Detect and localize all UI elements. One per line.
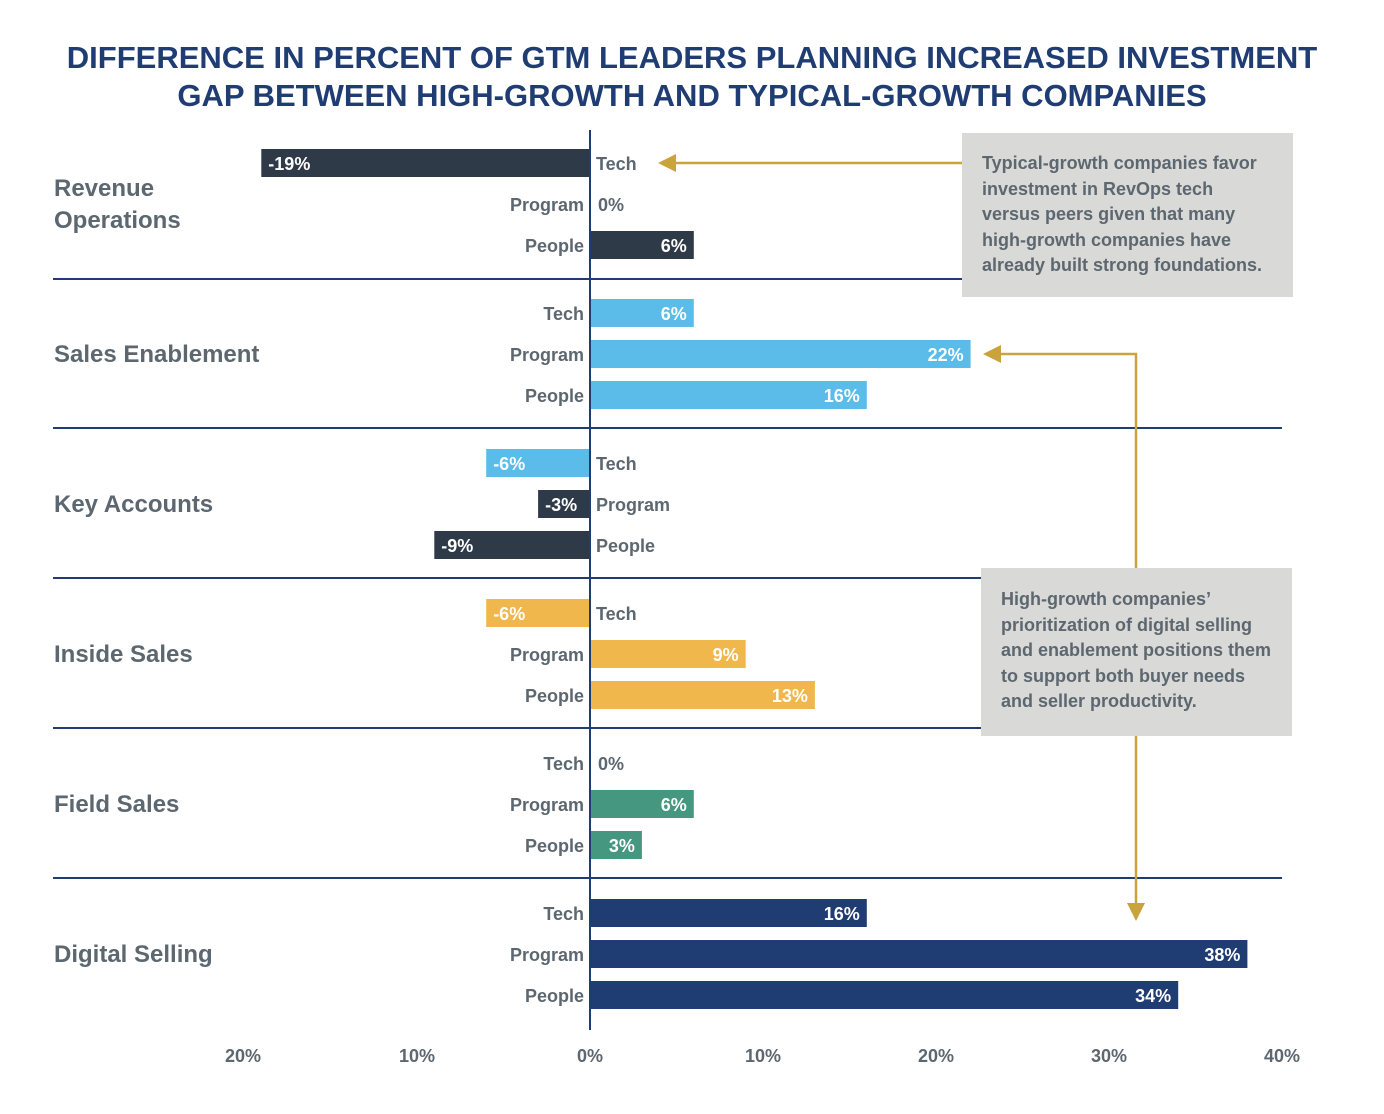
annotation-revops: Typical-growth companies favor investmen…	[962, 133, 1293, 297]
category-label-sales-enablement-program: Program	[510, 345, 584, 365]
x-tick-label: 0%	[577, 1046, 603, 1066]
category-label-sales-enablement-tech: Tech	[543, 304, 584, 324]
bar-digital-selling-people	[590, 981, 1179, 1009]
value-label-revenue-operations-people: 6%	[661, 236, 687, 256]
x-tick-label: 40%	[1264, 1046, 1300, 1066]
group-label-digital-selling: Digital Selling	[54, 941, 213, 968]
bar-key-accounts-tech	[486, 449, 590, 477]
x-tick-label: 20%	[918, 1046, 954, 1066]
bar-key-accounts-program	[538, 490, 590, 518]
x-tick-label: 20%	[225, 1046, 261, 1066]
group-label-key-accounts: Key Accounts	[54, 491, 213, 518]
value-label-sales-enablement-people: 16%	[824, 386, 860, 406]
bar-revenue-operations-tech	[261, 149, 590, 177]
value-label-key-accounts-tech: -6%	[493, 454, 525, 474]
category-label-revenue-operations-tech: Tech	[596, 154, 637, 174]
arrow-head-revops	[658, 154, 676, 172]
category-label-digital-selling-tech: Tech	[543, 904, 584, 924]
chart-title-line-2: GAP BETWEEN HIGH-GROWTH AND TYPICAL-GROW…	[177, 78, 1207, 113]
value-label-digital-selling-people: 34%	[1135, 986, 1171, 1006]
value-label-inside-sales-program: 9%	[713, 645, 739, 665]
bar-inside-sales-tech	[486, 599, 590, 627]
category-label-field-sales-tech: Tech	[543, 754, 584, 774]
value-label-revenue-operations-program: 0%	[598, 195, 624, 215]
value-label-revenue-operations-tech: -19%	[268, 154, 310, 174]
arrow-head-digital	[1127, 903, 1145, 921]
category-label-key-accounts-tech: Tech	[596, 454, 637, 474]
bar-digital-selling-program	[590, 940, 1248, 968]
group-label-revenue-operations: Revenue Operations	[54, 175, 181, 234]
category-label-digital-selling-program: Program	[510, 945, 584, 965]
category-label-key-accounts-program: Program	[596, 495, 670, 515]
bar-digital-selling-tech	[590, 899, 867, 927]
bar-sales-enablement-program	[590, 340, 971, 368]
chart-title-line-1: DIFFERENCE IN PERCENT OF GTM LEADERS PLA…	[66, 40, 1318, 75]
category-label-inside-sales-tech: Tech	[596, 604, 637, 624]
value-label-digital-selling-program: 38%	[1204, 945, 1240, 965]
bar-key-accounts-people	[434, 531, 590, 559]
bar-sales-enablement-tech	[590, 299, 694, 327]
value-label-key-accounts-people: -9%	[441, 536, 473, 556]
category-label-digital-selling-people: People	[525, 986, 584, 1006]
group-label-inside-sales: Inside Sales	[54, 641, 193, 668]
value-label-inside-sales-tech: -6%	[493, 604, 525, 624]
x-tick-label: 30%	[1091, 1046, 1127, 1066]
x-tick-label: 10%	[399, 1046, 435, 1066]
category-label-inside-sales-program: Program	[510, 645, 584, 665]
value-label-field-sales-people: 3%	[609, 836, 635, 856]
value-label-inside-sales-people: 13%	[772, 686, 808, 706]
category-label-inside-sales-people: People	[525, 686, 584, 706]
value-label-sales-enablement-program: 22%	[928, 345, 964, 365]
bar-inside-sales-people	[590, 681, 815, 709]
value-label-sales-enablement-tech: 6%	[661, 304, 687, 324]
group-label-field-sales: Field Sales	[54, 791, 179, 818]
bar-field-sales-people	[590, 831, 642, 859]
arrow-line-enablement	[1000, 352, 1138, 568]
value-label-key-accounts-program: -3%	[545, 495, 577, 515]
bar-inside-sales-program	[590, 640, 746, 668]
category-label-key-accounts-people: People	[596, 536, 655, 556]
arrow-head-enablement	[983, 345, 1001, 363]
value-label-field-sales-tech: 0%	[598, 754, 624, 774]
group-label-sales-enablement: Sales Enablement	[54, 341, 259, 368]
x-tick-label: 10%	[745, 1046, 781, 1066]
bar-field-sales-program	[590, 790, 694, 818]
value-label-field-sales-program: 6%	[661, 795, 687, 815]
annotation-digital-selling: High-growth companies’ prioritization of…	[981, 568, 1292, 736]
value-label-digital-selling-tech: 16%	[824, 904, 860, 924]
category-label-sales-enablement-people: People	[525, 386, 584, 406]
category-label-field-sales-people: People	[525, 836, 584, 856]
category-label-revenue-operations-program: Program	[510, 195, 584, 215]
category-label-field-sales-program: Program	[510, 795, 584, 815]
bar-revenue-operations-people	[590, 231, 694, 259]
bar-sales-enablement-people	[590, 381, 867, 409]
category-label-revenue-operations-people: People	[525, 236, 584, 256]
